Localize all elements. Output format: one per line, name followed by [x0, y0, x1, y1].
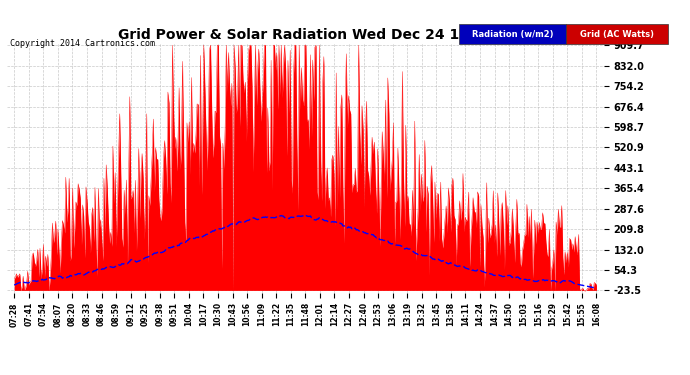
Title: Grid Power & Solar Radiation Wed Dec 24 16:09: Grid Power & Solar Radiation Wed Dec 24 … [117, 28, 493, 42]
Text: Grid (AC Watts): Grid (AC Watts) [580, 30, 654, 39]
Text: Copyright 2014 Cartronics.com: Copyright 2014 Cartronics.com [10, 39, 155, 48]
Text: Radiation (w/m2): Radiation (w/m2) [471, 30, 553, 39]
